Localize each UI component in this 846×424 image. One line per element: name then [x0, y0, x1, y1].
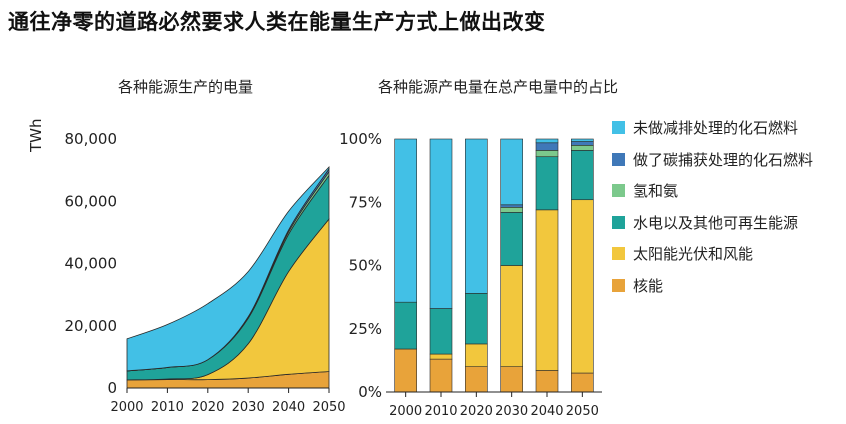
- bar-segment-2040-0: [535, 370, 559, 393]
- area-y-tick-label: 60,000: [65, 192, 118, 210]
- bar-segment-2020-2: [465, 293, 488, 345]
- legend: 未做减排处理的化石燃料 做了碳捕获处理的化石燃料 氢和氨水电以及其他可再生能源 太阳能…: [612, 116, 813, 305]
- legend-label: 做了碳捕获处理的化石燃料: [633, 150, 814, 169]
- legend-item: 做了碳捕获处理的化石燃料: [612, 148, 813, 171]
- bar-x-tick-label: 2010: [424, 404, 457, 419]
- bar-chart: 0% 25% 50% 75% 100% 2000 2010 2020 2030 2040 2050: [339, 130, 602, 419]
- legend-label: 水电以及其他可再生能源: [633, 213, 799, 232]
- legend-item: 氢和氨: [612, 179, 813, 202]
- legend-item: 未做减排处理的化石燃料: [612, 116, 813, 139]
- area-chart: 0 20,000 40,000 60,000 80,000 2000 2010 2020 203…: [65, 130, 346, 415]
- bar-segment-2030-4: [500, 204, 523, 208]
- bar-x-tick-label: 2000: [389, 404, 422, 419]
- legend-item: 水电以及其他可再生能源: [612, 211, 813, 234]
- bar-segment-2000-0: [394, 348, 417, 393]
- bar-segment-2040-1: [535, 209, 559, 371]
- area-y-tick-label: 20,000: [65, 317, 118, 335]
- area-x-tick-label: 2020: [191, 400, 224, 415]
- bar-y-tick-label: 100%: [339, 130, 382, 148]
- bar-segment-2010-1: [429, 353, 453, 360]
- legend-swatch: [612, 184, 625, 197]
- legend-item: 核能: [612, 274, 813, 297]
- bar-x-tick-label: 2040: [530, 404, 563, 419]
- bar-segment-2040-4: [535, 142, 559, 151]
- bar-segment-2020-1: [465, 343, 488, 367]
- area-series-5: [126, 165, 330, 372]
- bar-segment-2050-2: [571, 150, 594, 201]
- legend-label: 未做减排处理的化石燃料: [633, 119, 799, 137]
- bar-segment-2000-2: [394, 301, 417, 350]
- legend-item: 太阳能光伏和风能: [612, 242, 813, 265]
- legend-swatch: [612, 121, 625, 134]
- area-chart-title: 各种能源生产的电量: [118, 78, 254, 96]
- bar-chart-title: 各种能源产电量在总产电量中的占比: [378, 78, 619, 96]
- bar-segment-2050-3: [571, 145, 594, 151]
- bar-y-tick-label: 0%: [358, 383, 382, 401]
- bar-x-tick-label: 2020: [460, 404, 493, 419]
- bar-segment-2050-5: [571, 138, 594, 142]
- bar-y-tick-label: 25%: [349, 320, 382, 338]
- legend-label: 太阳能光伏和风能: [633, 245, 754, 263]
- page-title: 通往净零的道路必然要求人类在能量生产方式上做出改变: [8, 10, 546, 34]
- area-y-tick-label: 0: [107, 379, 117, 397]
- bar-x-tick-label: 2030: [495, 404, 528, 419]
- bar-segment-2030-5: [500, 138, 523, 206]
- bar-y-tick-label: 75%: [349, 193, 382, 211]
- bar-segment-2010-0: [429, 358, 453, 393]
- bar-segment-2030-1: [500, 265, 523, 367]
- bar-y-tick-label: 50%: [349, 257, 382, 275]
- bar-segment-2020-5: [465, 138, 488, 294]
- bar-segment-2030-2: [500, 212, 523, 266]
- bar-segment-2030-0: [500, 366, 523, 393]
- bar-segment-2040-2: [535, 156, 559, 211]
- bar-segment-2030-3: [500, 207, 523, 213]
- area-x-tick-label: 2000: [110, 400, 143, 415]
- bar-segment-2050-0: [571, 372, 594, 393]
- area-y-tick-label: 80,000: [65, 130, 118, 148]
- area-x-tick-label: 2040: [272, 400, 305, 415]
- legend-swatch: [612, 215, 625, 229]
- bar-segment-2010-5: [429, 138, 453, 309]
- legend-label: 核能: [633, 276, 664, 295]
- bar-segment-2000-5: [394, 138, 417, 303]
- legend-swatch: [612, 152, 625, 166]
- bar-segment-2050-4: [571, 141, 594, 146]
- bar-segment-2010-2: [429, 308, 453, 355]
- bar-segment-2040-5: [535, 138, 559, 144]
- bar-segment-2050-1: [571, 199, 594, 374]
- area-x-tick-label: 2050: [312, 400, 345, 415]
- area-x-tick-label: 2030: [232, 400, 265, 415]
- area-y-tick-label: 40,000: [65, 255, 118, 273]
- area-x-tick-label: 2010: [151, 400, 184, 415]
- bar-x-tick-label: 2050: [566, 404, 599, 419]
- bar-segment-2040-3: [535, 150, 559, 158]
- legend-swatch: [612, 247, 625, 260]
- bar-segment-2020-0: [465, 366, 488, 393]
- legend-swatch: [612, 278, 625, 292]
- legend-label: 氢和氨: [633, 182, 679, 200]
